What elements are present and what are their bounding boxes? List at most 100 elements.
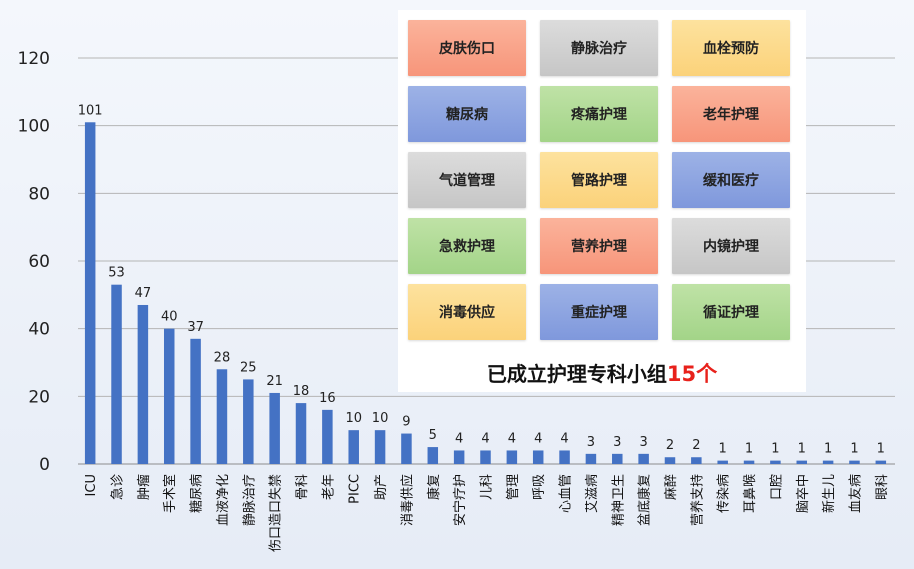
bar	[269, 392, 280, 464]
group-tile: 内镜护理	[672, 218, 790, 274]
data-label: 2	[666, 438, 674, 453]
data-label: 40	[161, 310, 178, 325]
data-label: 18	[293, 384, 310, 399]
x-tick-label: 康复	[426, 474, 442, 500]
bar	[374, 430, 386, 464]
data-label: 1	[745, 442, 753, 457]
x-tick-label: 新生儿	[821, 474, 837, 513]
summary-caption: 已成立护理专科小组15个	[398, 358, 806, 388]
bar	[295, 403, 307, 464]
x-tick-label: 呼吸	[532, 474, 547, 500]
x-tick-label: 传染病	[717, 474, 732, 513]
data-label: 10	[345, 411, 362, 426]
bar	[796, 460, 808, 464]
bar	[401, 433, 412, 464]
bar	[559, 450, 570, 464]
group-tile: 血栓预防	[672, 20, 790, 76]
group-tile: 循证护理	[672, 284, 790, 340]
bar	[875, 460, 887, 464]
data-label: 2	[692, 438, 700, 453]
bar	[664, 457, 676, 464]
data-label: 3	[613, 435, 621, 450]
bar	[506, 450, 518, 464]
x-tick-label: 手术室	[162, 474, 178, 513]
bar	[585, 453, 597, 464]
x-tick-label: 脑卒中	[796, 474, 811, 513]
data-label: 10	[372, 411, 389, 426]
bar	[322, 409, 333, 464]
data-label: 28	[214, 350, 231, 365]
x-tick-label: 糖尿病	[189, 474, 205, 513]
bar	[243, 379, 254, 464]
x-tick-label: 助产	[374, 474, 389, 500]
x-tick-label: 肿瘤	[136, 474, 152, 500]
x-tick-label: 管理	[506, 474, 521, 500]
x-tick-label: 安宁疗护	[452, 474, 468, 526]
x-tick-label: PICC	[348, 474, 363, 504]
x-tick-label: 心血管	[559, 474, 574, 513]
data-label: 1	[850, 442, 858, 457]
group-tile: 重症护理	[540, 284, 658, 340]
bar	[348, 430, 359, 464]
x-tick-label: 眼科	[875, 474, 890, 500]
y-tick-label: 0	[39, 455, 50, 475]
y-tick-label: 120	[18, 49, 50, 69]
bar	[453, 450, 465, 464]
group-tile: 消毒供应	[408, 284, 526, 340]
x-tick-label: 老年	[321, 474, 336, 500]
x-tick-label: 精神卫生	[611, 474, 626, 526]
summary-text: 已成立护理专科小组	[486, 362, 667, 386]
data-label: 16	[319, 391, 336, 406]
x-tick-label: 麻醉	[663, 474, 679, 500]
x-tick-label: 静脉治疗	[242, 474, 257, 526]
data-label: 1	[771, 442, 779, 457]
group-tile: 管路护理	[540, 152, 658, 208]
data-label: 1	[824, 442, 832, 457]
data-label: 21	[266, 374, 283, 389]
data-label: 4	[455, 431, 463, 446]
x-tick-label: 口腔	[769, 474, 784, 500]
data-label: 9	[402, 415, 410, 430]
x-tick-label: 血友病	[847, 474, 863, 513]
x-tick-label: 儿科	[480, 474, 495, 500]
bar	[163, 328, 175, 464]
bar	[612, 453, 623, 464]
group-tile: 急救护理	[408, 218, 526, 274]
group-tile: 疼痛护理	[540, 86, 658, 142]
x-tick-label: 消毒供应	[399, 474, 415, 526]
bar	[638, 453, 649, 464]
bar	[691, 457, 702, 464]
bar	[532, 450, 544, 464]
data-label: 4	[560, 431, 568, 446]
x-tick-label: 伤口造口失禁	[269, 474, 284, 552]
bar	[137, 304, 149, 464]
bar	[822, 460, 834, 464]
x-tick-label: ICU	[84, 474, 99, 496]
x-tick-label: 艾滋病	[585, 474, 600, 513]
bar	[84, 122, 96, 465]
bar	[111, 284, 122, 464]
x-tick-label: 营养支持	[689, 474, 705, 526]
data-label: 4	[534, 431, 542, 446]
bar	[190, 338, 201, 464]
group-tile: 静脉治疗	[540, 20, 658, 76]
data-label: 4	[508, 431, 516, 446]
nursing-groups-panel: 皮肤伤口 静脉治疗 血栓预防 糖尿病 疼痛护理 老年护理 气道管理 管路护理 缓和医疗 急救护理营…	[398, 10, 806, 392]
summary-count: 15个	[666, 362, 718, 386]
y-tick-label: 100	[18, 117, 50, 137]
data-label: 53	[108, 266, 125, 281]
data-label: 47	[135, 286, 152, 301]
y-tick-label: 20	[28, 387, 50, 407]
data-label: 3	[639, 435, 647, 450]
data-label: 37	[187, 320, 204, 335]
bar	[770, 460, 781, 464]
x-tick-label: 血液净化	[216, 474, 231, 526]
data-label: 101	[78, 103, 103, 118]
bar	[480, 450, 491, 464]
data-label: 4	[481, 431, 489, 446]
bar	[427, 447, 439, 464]
data-label: 1	[877, 442, 885, 457]
y-tick-label: 40	[28, 320, 50, 340]
data-label: 25	[240, 360, 257, 375]
data-label: 3	[587, 435, 595, 450]
